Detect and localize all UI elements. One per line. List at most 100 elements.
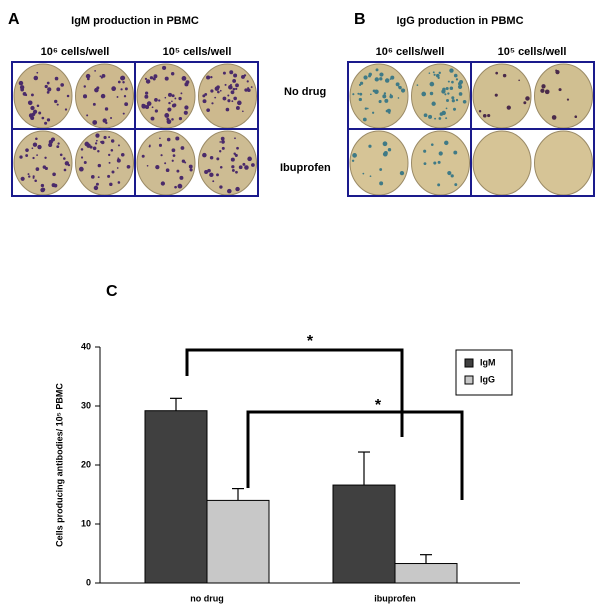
spot — [174, 97, 177, 100]
spot — [22, 92, 27, 96]
legend-label: IgG — [480, 374, 495, 384]
spot — [430, 143, 434, 146]
spot — [231, 100, 234, 103]
spot — [102, 118, 107, 123]
x-tick-label: ibuprofen — [374, 593, 416, 603]
spot — [207, 168, 211, 173]
spot — [558, 88, 562, 92]
spot — [56, 145, 60, 149]
spot — [437, 183, 441, 187]
spot — [506, 105, 511, 110]
spot — [158, 99, 161, 102]
legend-label: IgM — [480, 357, 496, 367]
spot — [107, 174, 111, 178]
spot — [247, 88, 251, 93]
spot — [78, 166, 84, 172]
spot — [202, 152, 207, 158]
spot — [437, 160, 441, 164]
spot — [449, 68, 454, 73]
spot — [462, 99, 467, 104]
spot — [44, 84, 48, 89]
spot — [151, 106, 154, 109]
spot — [451, 99, 455, 103]
spot — [379, 168, 383, 171]
spot — [181, 76, 187, 81]
spot — [141, 103, 145, 108]
spot — [64, 108, 68, 111]
spot — [421, 91, 427, 97]
column-label: 10⁶ cells/well — [376, 46, 445, 58]
spot — [211, 102, 214, 105]
spot — [148, 145, 151, 148]
spot — [487, 113, 491, 118]
spot — [141, 154, 145, 158]
spot — [144, 77, 148, 80]
spot — [89, 145, 93, 149]
panel-title: IgM production in PBMC — [71, 15, 199, 27]
spot — [94, 87, 99, 93]
bar — [206, 499, 270, 584]
spot — [116, 96, 119, 98]
panel-label: A — [8, 11, 20, 28]
spot — [56, 87, 61, 92]
panel-label: C — [106, 283, 118, 300]
spot — [171, 148, 176, 153]
spot — [221, 146, 225, 150]
column-label: 10⁵ cells/well — [498, 46, 567, 58]
spot — [235, 106, 240, 110]
spot — [222, 71, 226, 75]
spot — [120, 75, 125, 81]
spot — [368, 74, 372, 78]
spot — [495, 71, 499, 75]
spot — [122, 112, 125, 115]
spot — [251, 163, 255, 167]
spot — [180, 92, 183, 95]
legend-swatch — [464, 358, 474, 368]
spot — [33, 75, 39, 81]
spot — [210, 75, 213, 79]
spot — [445, 87, 449, 91]
spot — [176, 169, 180, 173]
spot — [227, 99, 231, 103]
spot — [210, 89, 214, 93]
column-label: 10⁵ cells/well — [163, 46, 232, 58]
spot — [80, 156, 84, 159]
spot — [178, 117, 183, 121]
chart: 0 10 20 30 40 no drug ibuprofen IgM IgG — [81, 341, 520, 603]
spot — [233, 73, 238, 78]
spot — [120, 88, 123, 91]
spot — [46, 81, 50, 85]
spot — [92, 102, 96, 106]
legend-swatch — [464, 375, 474, 385]
spot — [171, 100, 173, 103]
spot — [202, 99, 207, 104]
spot — [159, 137, 161, 140]
spot — [416, 84, 419, 86]
spot — [362, 117, 367, 122]
spot — [179, 175, 184, 180]
spot — [94, 142, 98, 145]
spot — [154, 97, 158, 102]
spot — [566, 98, 570, 101]
panel-title: IgG production in PBMC — [396, 15, 523, 27]
spot — [154, 109, 158, 113]
y-tick-label: 0 — [86, 577, 91, 587]
spot — [92, 120, 98, 125]
spot — [110, 116, 113, 119]
spot — [352, 153, 357, 158]
spot — [117, 80, 121, 84]
spot — [457, 84, 463, 90]
spot — [146, 101, 152, 106]
spot — [40, 183, 45, 188]
spot — [449, 86, 454, 91]
spot — [246, 80, 249, 83]
significance-bracket — [246, 410, 464, 500]
spot — [386, 108, 391, 113]
spot — [432, 71, 435, 74]
spot — [206, 75, 211, 80]
spot — [388, 111, 391, 114]
spot — [478, 110, 482, 113]
spot — [446, 99, 449, 103]
spot — [100, 93, 106, 99]
spot — [452, 107, 457, 111]
